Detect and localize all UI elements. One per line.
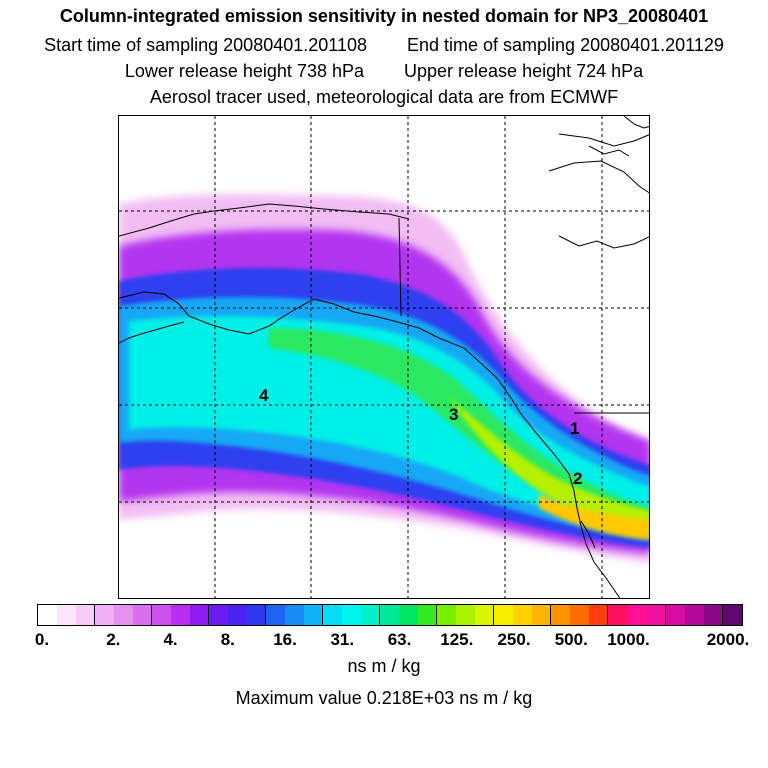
colorbar-swatch — [494, 605, 514, 625]
colorbar-swatch — [133, 605, 153, 625]
colorbar-swatch — [190, 605, 210, 625]
sampling-times: Start time of sampling 20080401.201108 En… — [0, 35, 768, 55]
colorbar-tick-label: 8. — [220, 630, 235, 649]
colorbar-swatch — [209, 605, 229, 625]
upper-release-height: Upper release height 724 hPa — [404, 61, 644, 81]
graticule — [119, 116, 649, 598]
colorbar-swatch — [722, 605, 742, 625]
colorbar-swatch — [513, 605, 533, 625]
colorbar-tick-label: 125. — [440, 630, 474, 649]
colorbar-swatch — [247, 605, 267, 625]
island-chain — [119, 321, 185, 344]
colorbar-swatch — [570, 605, 590, 625]
start-time: Start time of sampling 20080401.201108 — [44, 35, 367, 55]
map-title: Column-integrated emission sensitivity i… — [59, 6, 709, 26]
colorbar-tick-label: 63. — [387, 630, 412, 649]
colorbar-swatch — [418, 605, 438, 625]
end-time: End time of sampling 20080401.201129 — [406, 35, 724, 55]
colorbar-swatch — [304, 605, 324, 625]
colorbar-swatch — [57, 605, 77, 625]
colorbar-tick-label: 31. — [330, 630, 355, 649]
arctic-island-2 — [588, 145, 630, 157]
colorbar-swatch — [684, 605, 704, 625]
colorbar-tick-label: 1000. — [607, 630, 650, 649]
colorbar-swatch — [551, 605, 571, 625]
colorbar-tick-label: 2000. — [706, 630, 750, 649]
plume-green — [269, 328, 649, 526]
map-canvas: 4 3 1 2 — [119, 116, 649, 598]
release-heights: Lower release height 738 hPa Upper releas… — [0, 61, 768, 81]
colorbar-swatch — [589, 605, 609, 625]
colorbar-swatch — [38, 605, 58, 625]
colorbar-swatch — [76, 605, 96, 625]
day-label: 2 — [573, 469, 582, 488]
colorbar-tick-label: 500. — [554, 630, 588, 649]
lower-release-height: Lower release height 738 hPa — [124, 61, 364, 81]
colorbar-swatch — [285, 605, 305, 625]
colorbar-swatch — [665, 605, 685, 625]
colorbar-swatch — [627, 605, 647, 625]
colorbar-tick-label: 2. — [106, 630, 121, 649]
colorbar-swatch — [323, 605, 343, 625]
colorbar-swatch — [342, 605, 362, 625]
pacific-coast — [496, 377, 621, 598]
colorbar-swatch — [114, 605, 134, 625]
day-label: 3 — [449, 405, 458, 424]
arctic-island-1 — [558, 133, 649, 147]
colorbar — [37, 604, 743, 626]
colorbar-swatch — [228, 605, 248, 625]
colorbar-tick-label: 250. — [497, 630, 531, 649]
coastlines — [119, 116, 649, 598]
arctic-island-3 — [623, 116, 649, 129]
colorbar-swatch — [266, 605, 286, 625]
max-value: Maximum value 0.218E+03 ns m / kg — [235, 688, 533, 708]
colorbar-swatch — [532, 605, 552, 625]
alaska-coast — [119, 291, 498, 379]
plume-cyan — [129, 316, 649, 534]
colorbar-swatch — [95, 605, 115, 625]
border-line — [398, 217, 402, 317]
colorbar-swatch — [475, 605, 495, 625]
greenland-coast — [558, 235, 649, 249]
colorbar-swatch — [703, 605, 723, 625]
colorbar-tick-label: 16. — [273, 630, 297, 649]
colorbar-swatch — [361, 605, 381, 625]
colorbar-swatch — [437, 605, 457, 625]
colorbar-tick-label: 4. — [163, 630, 178, 649]
baja-coast — [580, 520, 596, 549]
hudson-bay-coast — [548, 160, 649, 194]
colorbar-swatch — [171, 605, 191, 625]
colorbar-tick-label: 0. — [34, 630, 50, 649]
colorbar-swatch — [152, 605, 172, 625]
colorbar-swatch — [380, 605, 400, 625]
plume — [119, 194, 649, 562]
plume-yellow — [539, 494, 649, 540]
colorbar-swatch — [399, 605, 419, 625]
colorbar-ticks: 0. 2. 4. 8. 16. 31. 63. 125. 250. 500. 1000. 2000. — [0, 630, 768, 652]
tracer-info: Aerosol tracer used, meteorological data… — [149, 87, 619, 107]
colorbar-swatch — [646, 605, 666, 625]
colorbar-swatch — [456, 605, 476, 625]
colorbar-units: ns m / kg — [347, 656, 421, 676]
plume-yellowgreen — [449, 398, 649, 530]
sensitivity-map: 4 3 1 2 — [118, 115, 650, 599]
day-label: 4 — [259, 386, 269, 405]
arctic-coast — [119, 203, 410, 237]
day-label: 1 — [570, 419, 579, 438]
colorbar-swatch — [608, 605, 628, 625]
